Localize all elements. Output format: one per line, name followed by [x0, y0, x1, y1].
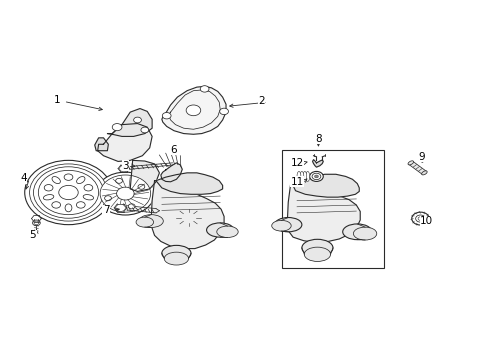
Circle shape [104, 196, 111, 201]
Text: 11: 11 [290, 177, 303, 187]
Ellipse shape [301, 239, 332, 256]
Circle shape [112, 123, 122, 131]
Circle shape [116, 187, 134, 200]
Text: 9: 9 [418, 152, 425, 162]
Circle shape [100, 175, 150, 212]
Ellipse shape [43, 194, 54, 200]
Text: 5: 5 [30, 230, 36, 240]
Polygon shape [95, 138, 108, 151]
Circle shape [311, 173, 320, 180]
Ellipse shape [274, 217, 301, 232]
Circle shape [25, 160, 112, 225]
Text: 8: 8 [314, 134, 321, 144]
Circle shape [186, 105, 201, 116]
Circle shape [96, 172, 154, 215]
Polygon shape [107, 109, 152, 136]
Circle shape [200, 86, 208, 92]
Circle shape [84, 185, 93, 191]
Circle shape [119, 165, 128, 172]
Ellipse shape [52, 176, 60, 184]
Ellipse shape [139, 215, 163, 228]
Circle shape [417, 217, 422, 220]
Text: 1: 1 [54, 95, 61, 105]
Ellipse shape [299, 171, 303, 181]
Ellipse shape [304, 247, 330, 261]
Circle shape [133, 117, 141, 123]
Ellipse shape [305, 171, 309, 181]
Circle shape [219, 108, 228, 114]
Text: 6: 6 [170, 145, 177, 155]
Circle shape [44, 185, 53, 191]
Circle shape [33, 167, 103, 218]
Circle shape [59, 185, 78, 200]
Ellipse shape [65, 204, 72, 212]
Circle shape [411, 212, 428, 225]
Ellipse shape [216, 226, 238, 238]
Circle shape [162, 112, 171, 119]
Circle shape [34, 221, 39, 225]
Ellipse shape [83, 194, 93, 200]
Text: 7: 7 [102, 205, 109, 215]
Circle shape [52, 202, 61, 208]
Circle shape [30, 164, 107, 221]
Circle shape [138, 184, 144, 189]
Polygon shape [287, 184, 360, 243]
Circle shape [309, 171, 323, 181]
Circle shape [116, 178, 122, 183]
Circle shape [314, 175, 318, 178]
Circle shape [76, 202, 85, 208]
Circle shape [116, 204, 125, 211]
Ellipse shape [353, 227, 376, 240]
Text: 4: 4 [20, 173, 26, 183]
Polygon shape [408, 161, 426, 174]
Circle shape [38, 170, 99, 215]
Ellipse shape [342, 224, 371, 240]
Polygon shape [151, 181, 224, 249]
Ellipse shape [206, 223, 233, 237]
Polygon shape [162, 86, 225, 134]
Ellipse shape [136, 217, 153, 227]
Ellipse shape [407, 161, 413, 165]
Text: 3: 3 [122, 161, 128, 171]
Ellipse shape [296, 171, 300, 181]
Ellipse shape [421, 171, 427, 175]
Ellipse shape [271, 220, 290, 231]
Text: 10: 10 [419, 216, 432, 226]
Ellipse shape [162, 246, 191, 261]
Ellipse shape [164, 252, 188, 265]
Polygon shape [130, 160, 159, 192]
Circle shape [141, 127, 148, 133]
Text: 12: 12 [290, 158, 303, 168]
Polygon shape [98, 123, 152, 161]
Circle shape [64, 174, 73, 180]
Ellipse shape [77, 176, 85, 184]
Polygon shape [156, 173, 222, 194]
Circle shape [128, 204, 135, 209]
Polygon shape [291, 174, 359, 197]
Text: 2: 2 [258, 96, 264, 107]
Bar [282, 150, 383, 267]
Polygon shape [312, 159, 323, 167]
Circle shape [32, 220, 40, 226]
Polygon shape [161, 163, 182, 182]
Circle shape [415, 215, 425, 222]
Ellipse shape [302, 171, 306, 181]
